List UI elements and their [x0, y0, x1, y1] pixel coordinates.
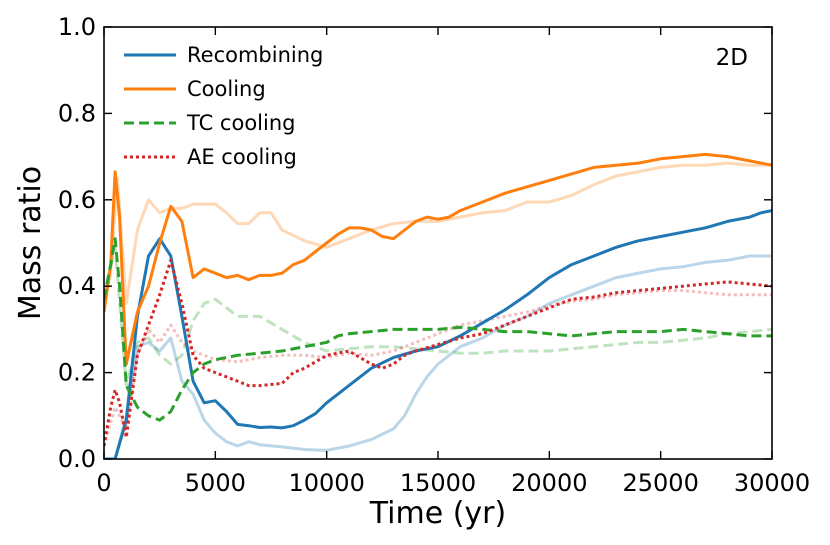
- legend-label-tc-cooling: TC cooling: [186, 111, 296, 135]
- x-tick-label: 25000: [622, 469, 698, 497]
- x-tick-label: 20000: [511, 469, 587, 497]
- x-tick-label: 30000: [734, 469, 810, 497]
- y-tick-label: 0.0: [58, 445, 96, 473]
- series-line-tc-cooling: [104, 237, 772, 422]
- x-tick-label: 5000: [185, 469, 246, 497]
- y-tick-label: 0.8: [58, 99, 96, 127]
- series-line-cooling: [104, 152, 772, 366]
- legend-label-cooling: Cooling: [187, 77, 266, 101]
- annotation-2d: 2D: [716, 45, 748, 71]
- series-line-recombining-faint: [104, 254, 772, 459]
- y-tick-label: 1.0: [58, 13, 96, 41]
- series-line-ae-cooling-faint: [104, 289, 772, 447]
- y-axis-label: Mass ratio: [13, 166, 48, 320]
- y-tick-label: 0.6: [58, 186, 96, 214]
- x-tick-label: 0: [96, 469, 111, 497]
- ticks-layer: 0 5000 10000 15000 20000 25000 30000 0.0 0.2 0.4 0…: [58, 13, 810, 497]
- series-line-tc-cooling-faint: [104, 245, 772, 388]
- series-line-recombining: [104, 209, 772, 459]
- x-tick-label: 15000: [400, 469, 476, 497]
- legend-label-ae-cooling: AE cooling: [187, 145, 297, 169]
- y-tick-label: 0.2: [58, 359, 96, 387]
- x-tick-label: 10000: [288, 469, 364, 497]
- series-layer: [104, 152, 772, 459]
- legend-label-recombining: Recombining: [187, 43, 323, 67]
- series-line-ae-cooling: [104, 258, 772, 447]
- series-line-cooling-faint: [104, 161, 772, 309]
- y-tick-label: 0.4: [58, 272, 96, 300]
- x-axis-label: Time (yr): [369, 496, 506, 531]
- legend: Recombining Cooling TC cooling AE cooling: [124, 43, 323, 169]
